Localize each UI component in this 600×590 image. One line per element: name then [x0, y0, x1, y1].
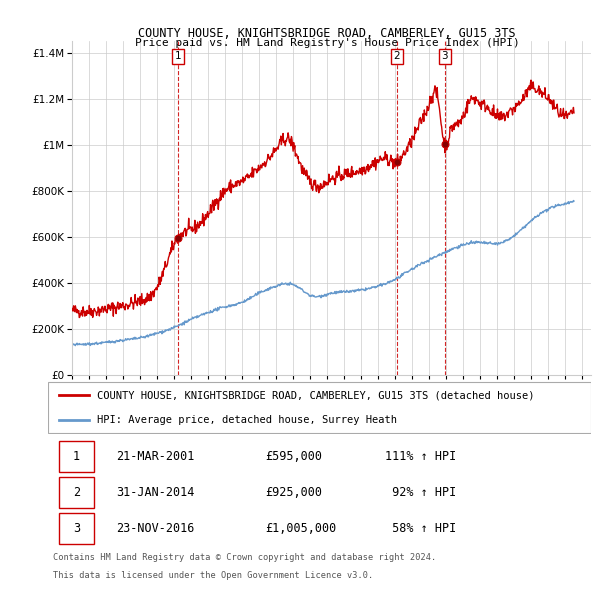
FancyBboxPatch shape [59, 477, 94, 509]
Text: Price paid vs. HM Land Registry's House Price Index (HPI): Price paid vs. HM Land Registry's House … [134, 38, 520, 48]
Text: Contains HM Land Registry data © Crown copyright and database right 2024.: Contains HM Land Registry data © Crown c… [53, 553, 437, 562]
Text: COUNTY HOUSE, KNIGHTSBRIDGE ROAD, CAMBERLEY, GU15 3TS (detached house): COUNTY HOUSE, KNIGHTSBRIDGE ROAD, CAMBER… [97, 391, 535, 401]
Text: 92% ↑ HPI: 92% ↑ HPI [385, 486, 456, 499]
Text: 111% ↑ HPI: 111% ↑ HPI [385, 450, 456, 463]
Text: 23-NOV-2016: 23-NOV-2016 [116, 522, 194, 535]
Text: 2: 2 [394, 51, 400, 61]
Text: £1,005,000: £1,005,000 [265, 522, 337, 535]
FancyBboxPatch shape [48, 382, 591, 432]
Text: COUNTY HOUSE, KNIGHTSBRIDGE ROAD, CAMBERLEY, GU15 3TS: COUNTY HOUSE, KNIGHTSBRIDGE ROAD, CAMBER… [138, 27, 516, 40]
FancyBboxPatch shape [59, 441, 94, 473]
Text: 1: 1 [175, 51, 181, 61]
Text: 3: 3 [73, 522, 80, 535]
Text: £595,000: £595,000 [265, 450, 322, 463]
Text: £925,000: £925,000 [265, 486, 322, 499]
Text: 58% ↑ HPI: 58% ↑ HPI [385, 522, 456, 535]
Text: 31-JAN-2014: 31-JAN-2014 [116, 486, 194, 499]
FancyBboxPatch shape [59, 513, 94, 544]
Text: This data is licensed under the Open Government Licence v3.0.: This data is licensed under the Open Gov… [53, 571, 374, 580]
Text: 21-MAR-2001: 21-MAR-2001 [116, 450, 194, 463]
Text: 1: 1 [73, 450, 80, 463]
Text: 2: 2 [73, 486, 80, 499]
Text: HPI: Average price, detached house, Surrey Heath: HPI: Average price, detached house, Surr… [97, 415, 397, 425]
Text: 3: 3 [442, 51, 448, 61]
